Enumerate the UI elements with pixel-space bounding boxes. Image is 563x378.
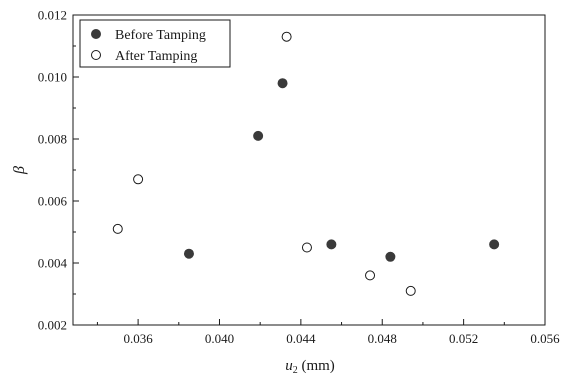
- legend: Before Tamping After Tamping: [79, 19, 231, 68]
- x-tick-label: 0.044: [286, 331, 316, 346]
- x-axis-label-unit: (mm): [298, 358, 335, 374]
- point-after-tamping: [365, 270, 376, 281]
- point-before-tamping: [489, 239, 500, 250]
- point-before-tamping: [326, 239, 337, 250]
- y-tick-label: 0.012: [38, 8, 67, 23]
- x-tick-label: 0.048: [368, 331, 397, 346]
- point-after-tamping: [133, 174, 144, 185]
- x-axis-ticks: 0.036 0.040 0.044 0.048 0.052 0.056: [96, 319, 560, 346]
- y-axis-ticks: 0.002 0.004 0.006 0.008 0.010 0.012: [38, 8, 79, 333]
- point-before-tamping: [183, 248, 194, 259]
- legend-label-after: After Tamping: [115, 49, 197, 64]
- legend-marker-after: [91, 50, 101, 60]
- y-tick-label: 0.002: [38, 318, 67, 333]
- point-before-tamping: [385, 251, 396, 262]
- data-points: [112, 31, 500, 296]
- point-before-tamping: [277, 78, 288, 89]
- legend-marker-before: [91, 29, 101, 39]
- point-after-tamping: [405, 285, 416, 296]
- legend-box: [79, 19, 231, 68]
- point-after-tamping: [281, 31, 292, 42]
- point-after-tamping: [112, 223, 123, 234]
- point-after-tamping: [301, 242, 312, 253]
- y-tick-label: 0.004: [38, 256, 68, 271]
- x-tick-label: 0.052: [449, 331, 478, 346]
- point-before-tamping: [253, 130, 264, 141]
- x-axis-label-var: u: [285, 358, 293, 374]
- y-tick-label: 0.010: [38, 70, 67, 85]
- x-tick-label: 0.056: [530, 331, 560, 346]
- x-tick-label: 0.036: [123, 331, 153, 346]
- x-axis-label-subscript: 2: [293, 365, 298, 376]
- x-axis-label: u2 (mm): [285, 358, 335, 376]
- y-axis-label: β: [11, 166, 28, 175]
- y-tick-label: 0.008: [38, 132, 67, 147]
- y-tick-label: 0.006: [38, 194, 68, 209]
- legend-label-before: Before Tamping: [115, 28, 206, 43]
- x-tick-label: 0.040: [205, 331, 234, 346]
